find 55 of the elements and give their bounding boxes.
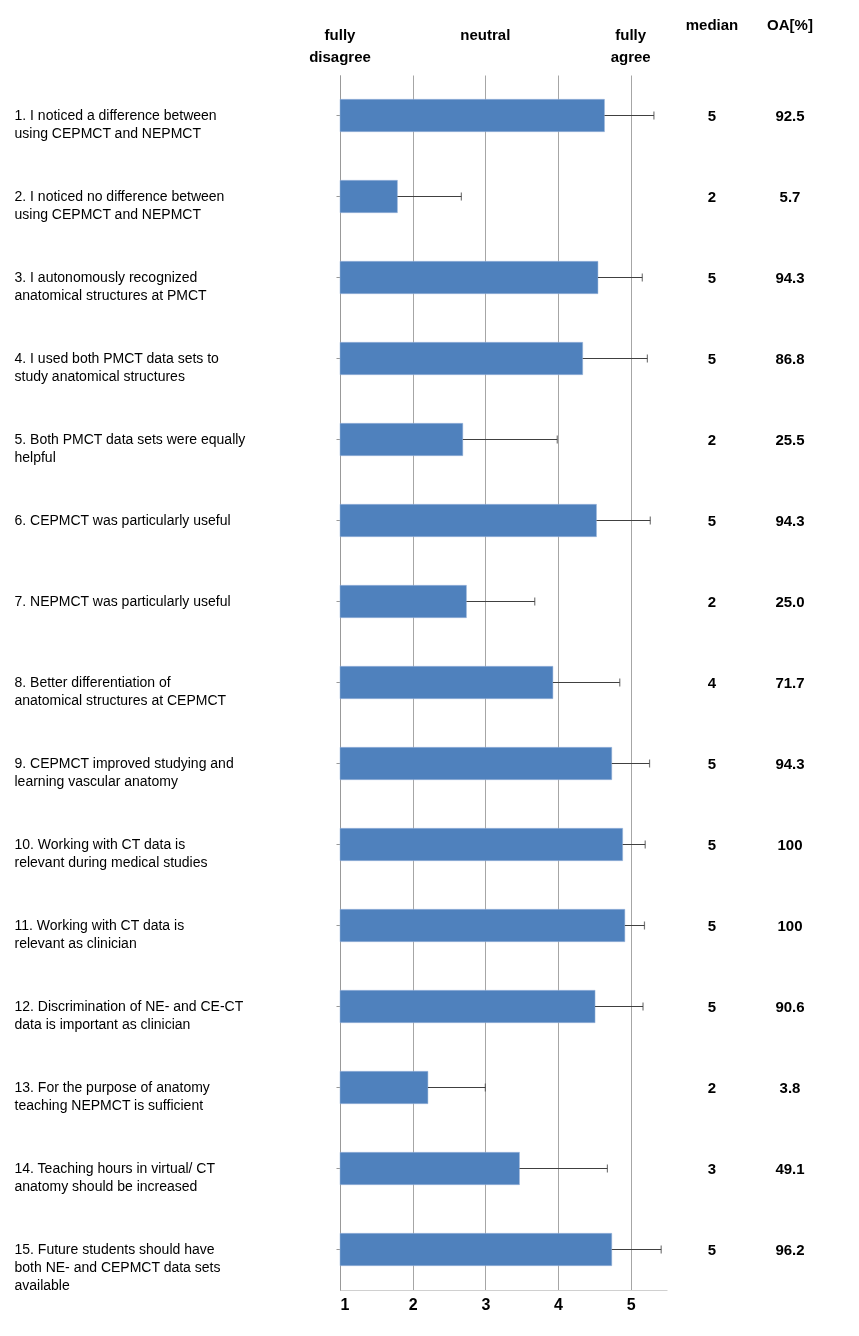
text: fully disagree (309, 26, 371, 65)
data-label: 5 (707, 916, 717, 934)
y-tick-label: 9. CEPMCT improved studying and learning vascular anatomy (14, 754, 234, 789)
data-label: 5 (707, 511, 717, 529)
data-label: 94.3 (775, 754, 805, 772)
y-tick-label: 10. Working with CT data is relevant during medical studies (14, 835, 208, 870)
y-tick-label: 6. CEPMCT was particularly useful (14, 511, 231, 528)
y-tick-label: 13. For the purpose of anatomy teaching NEPMCT is sufficient (14, 1078, 210, 1113)
y-tick-label: 1. I noticed a difference between using CEPMCT and NEPMCT (14, 106, 217, 141)
data-label: 5.7 (779, 187, 801, 205)
text: neutral (460, 26, 511, 43)
y-tick-label: 15. Future students should have both NE- and CEPMCT data sets available (14, 1240, 221, 1293)
x-tick-label: 4 (554, 1295, 564, 1313)
y-tick-label: 14. Teaching hours in virtual/ CT anatomy should be increased (14, 1159, 216, 1194)
text: OA[%] (767, 16, 813, 33)
y-tick-label: 5. Both PMCT data sets were equally helpful (14, 430, 246, 465)
data-label: 25.5 (775, 430, 805, 448)
data-label: 2 (707, 1078, 717, 1096)
data-label: 3 (707, 1159, 717, 1177)
data-label: 5 (707, 349, 717, 367)
x-tick-label: 1 (340, 1295, 350, 1313)
y-tick-label: 12. Discrimination of NE- and CE-CT data is important as clinician (14, 997, 244, 1032)
x-tick-label: 5 (626, 1295, 636, 1313)
data-label: 96.2 (775, 1240, 805, 1258)
y-tick-label: 8. Better differentiation of anatomical structures at CEPMCT (14, 673, 227, 708)
data-label: 92.5 (775, 106, 805, 124)
data-label: 71.7 (775, 673, 805, 691)
data-label: 94.3 (775, 268, 805, 286)
y-tick-label: 11. Working with CT data is relevant as clinician (14, 916, 185, 951)
data-label: 5 (707, 1240, 717, 1258)
data-label: 2 (707, 187, 717, 205)
data-label: 5 (707, 754, 717, 772)
y-tick-label: 2. I noticed no difference between using CEPMCT and NEPMCT (14, 187, 225, 222)
text: fully agree (610, 26, 651, 65)
y-tick-label: 7. NEPMCT was particularly useful (14, 592, 231, 609)
data-label: 100 (777, 916, 803, 934)
y-tick-label: 4. I used both PMCT data sets to study anatomical structures (14, 349, 220, 384)
data-label: 3.8 (779, 1078, 801, 1096)
x-tick-label: 3 (481, 1295, 491, 1313)
data-label: 4 (707, 673, 717, 691)
data-label: 25.0 (775, 592, 805, 610)
data-label: 2 (707, 430, 717, 448)
data-label: 5 (707, 106, 717, 124)
data-label: 49.1 (775, 1159, 805, 1177)
data-label: 5 (707, 835, 717, 853)
data-label: 100 (777, 835, 803, 853)
x-tick-label: 2 (408, 1295, 418, 1313)
data-label: 5 (707, 997, 717, 1015)
data-label: 86.8 (775, 349, 805, 367)
data-label: 94.3 (775, 511, 805, 529)
data-label: 5 (707, 268, 717, 286)
data-label: 90.6 (775, 997, 805, 1015)
text: median (685, 16, 739, 33)
y-tick-label: 3. I autonomously recognized anatomical structures at PMCT (14, 268, 208, 303)
data-label: 2 (707, 592, 717, 610)
